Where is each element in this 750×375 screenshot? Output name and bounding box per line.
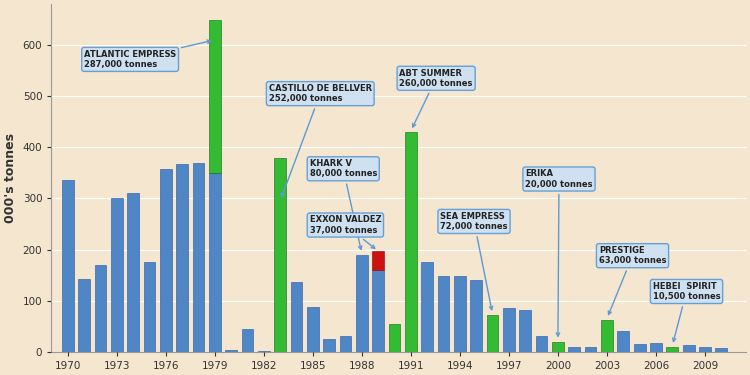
Bar <box>307 307 319 352</box>
Bar <box>405 132 417 352</box>
Text: KHARK V
80,000 tonnes: KHARK V 80,000 tonnes <box>310 159 377 249</box>
Bar <box>225 350 237 352</box>
Bar <box>682 345 694 352</box>
Text: EXXON VALDEZ
37,000 tonnes: EXXON VALDEZ 37,000 tonnes <box>310 215 381 248</box>
Bar <box>290 282 302 352</box>
Bar <box>94 265 106 352</box>
Bar <box>111 198 122 352</box>
Bar <box>422 262 433 352</box>
Bar <box>601 320 613 352</box>
Bar <box>372 270 384 352</box>
Bar <box>242 329 254 352</box>
Bar <box>667 347 678 352</box>
Bar <box>650 343 662 352</box>
Bar <box>340 336 352 352</box>
Bar <box>487 315 499 352</box>
Bar <box>78 279 90 352</box>
Y-axis label: 000's tonnes: 000's tonnes <box>4 133 17 223</box>
Bar <box>323 339 335 352</box>
Bar <box>699 347 711 352</box>
Bar <box>372 251 384 270</box>
Bar <box>438 276 449 352</box>
Bar <box>258 351 270 352</box>
Text: ATLANTIC EMPRESS
287,000 tonnes: ATLANTIC EMPRESS 287,000 tonnes <box>84 40 211 69</box>
Text: CASTILLO DE BELLVER
252,000 tonnes: CASTILLO DE BELLVER 252,000 tonnes <box>268 84 372 197</box>
Bar <box>62 180 74 352</box>
Bar <box>274 158 286 352</box>
Bar <box>519 310 531 352</box>
Bar <box>585 347 596 352</box>
Bar <box>552 342 564 352</box>
Bar <box>454 276 466 352</box>
Bar <box>536 336 548 352</box>
Bar <box>160 169 172 352</box>
Text: HEBEI  SPIRIT
10,500 tonnes: HEBEI SPIRIT 10,500 tonnes <box>652 282 720 342</box>
Bar <box>356 255 368 352</box>
Bar <box>128 194 139 352</box>
Bar <box>617 332 629 352</box>
Text: ERIKA
20,000 tonnes: ERIKA 20,000 tonnes <box>525 169 592 336</box>
Bar <box>634 344 646 352</box>
Bar <box>193 163 204 352</box>
Bar <box>503 308 515 352</box>
Bar <box>470 280 482 352</box>
Text: SEA EMPRESS
72,000 tonnes: SEA EMPRESS 72,000 tonnes <box>440 212 508 310</box>
Bar <box>209 173 220 352</box>
Bar <box>388 324 400 352</box>
Bar <box>176 164 188 352</box>
Bar <box>143 262 155 352</box>
Text: PRESTIGE
63,000 tonnes: PRESTIGE 63,000 tonnes <box>598 246 666 315</box>
Bar <box>568 347 580 352</box>
Text: ABT SUMMER
260,000 tonnes: ABT SUMMER 260,000 tonnes <box>400 69 472 127</box>
Bar <box>209 20 220 173</box>
Bar <box>716 348 728 352</box>
